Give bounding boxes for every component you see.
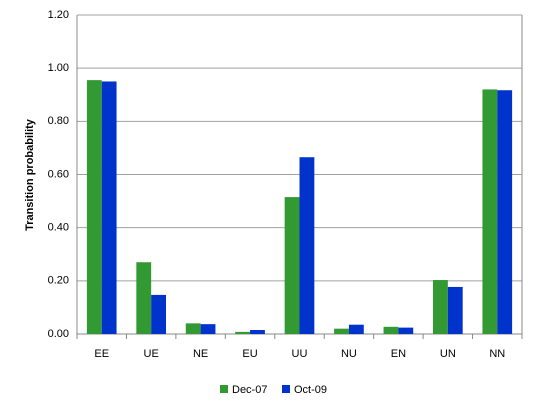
x-tick-label: NU [341,348,357,360]
x-tick-label: EE [94,348,109,360]
y-tick-label: 0.20 [48,275,69,287]
legend-label: Dec-07 [232,384,267,396]
y-axis-label: Transition probability [24,118,36,231]
x-tick-label: EN [391,348,406,360]
x-tick-label: UU [292,348,308,360]
y-tick-label: 0.40 [48,222,69,234]
bar [185,323,201,334]
y-tick-label: 0.00 [48,328,69,340]
bar [482,89,498,334]
bar [284,197,300,334]
legend-swatch [220,385,228,393]
y-tick-label: 0.60 [48,168,69,180]
y-tick-label: 1.20 [48,9,69,21]
x-tick-label: UE [144,348,159,360]
bar [250,330,265,334]
x-tick-label: EU [242,348,257,360]
x-tick-label: UN [440,348,456,360]
bar [101,81,117,334]
bar [497,90,513,334]
bar [299,157,315,334]
bar [136,262,152,334]
bar [151,294,166,334]
bar [348,324,364,334]
bar [235,331,251,334]
y-tick-label: 0.80 [48,115,69,127]
legend-swatch [282,385,290,393]
bar [398,327,414,334]
bar [447,286,463,334]
x-tick-label: NE [193,348,208,360]
bar [334,328,349,334]
bar [200,324,216,334]
bar [433,280,448,334]
bar [383,326,399,334]
y-tick-label: 1.00 [48,62,69,74]
bar [86,80,102,334]
x-tick-label: NN [489,348,505,360]
legend-label: Oct-09 [294,384,327,396]
